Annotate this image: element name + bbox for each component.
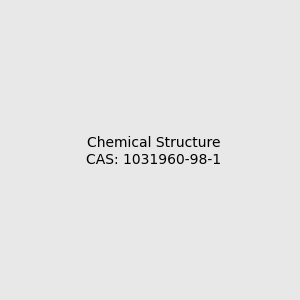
Text: Chemical Structure
CAS: 1031960-98-1: Chemical Structure CAS: 1031960-98-1: [86, 136, 221, 166]
